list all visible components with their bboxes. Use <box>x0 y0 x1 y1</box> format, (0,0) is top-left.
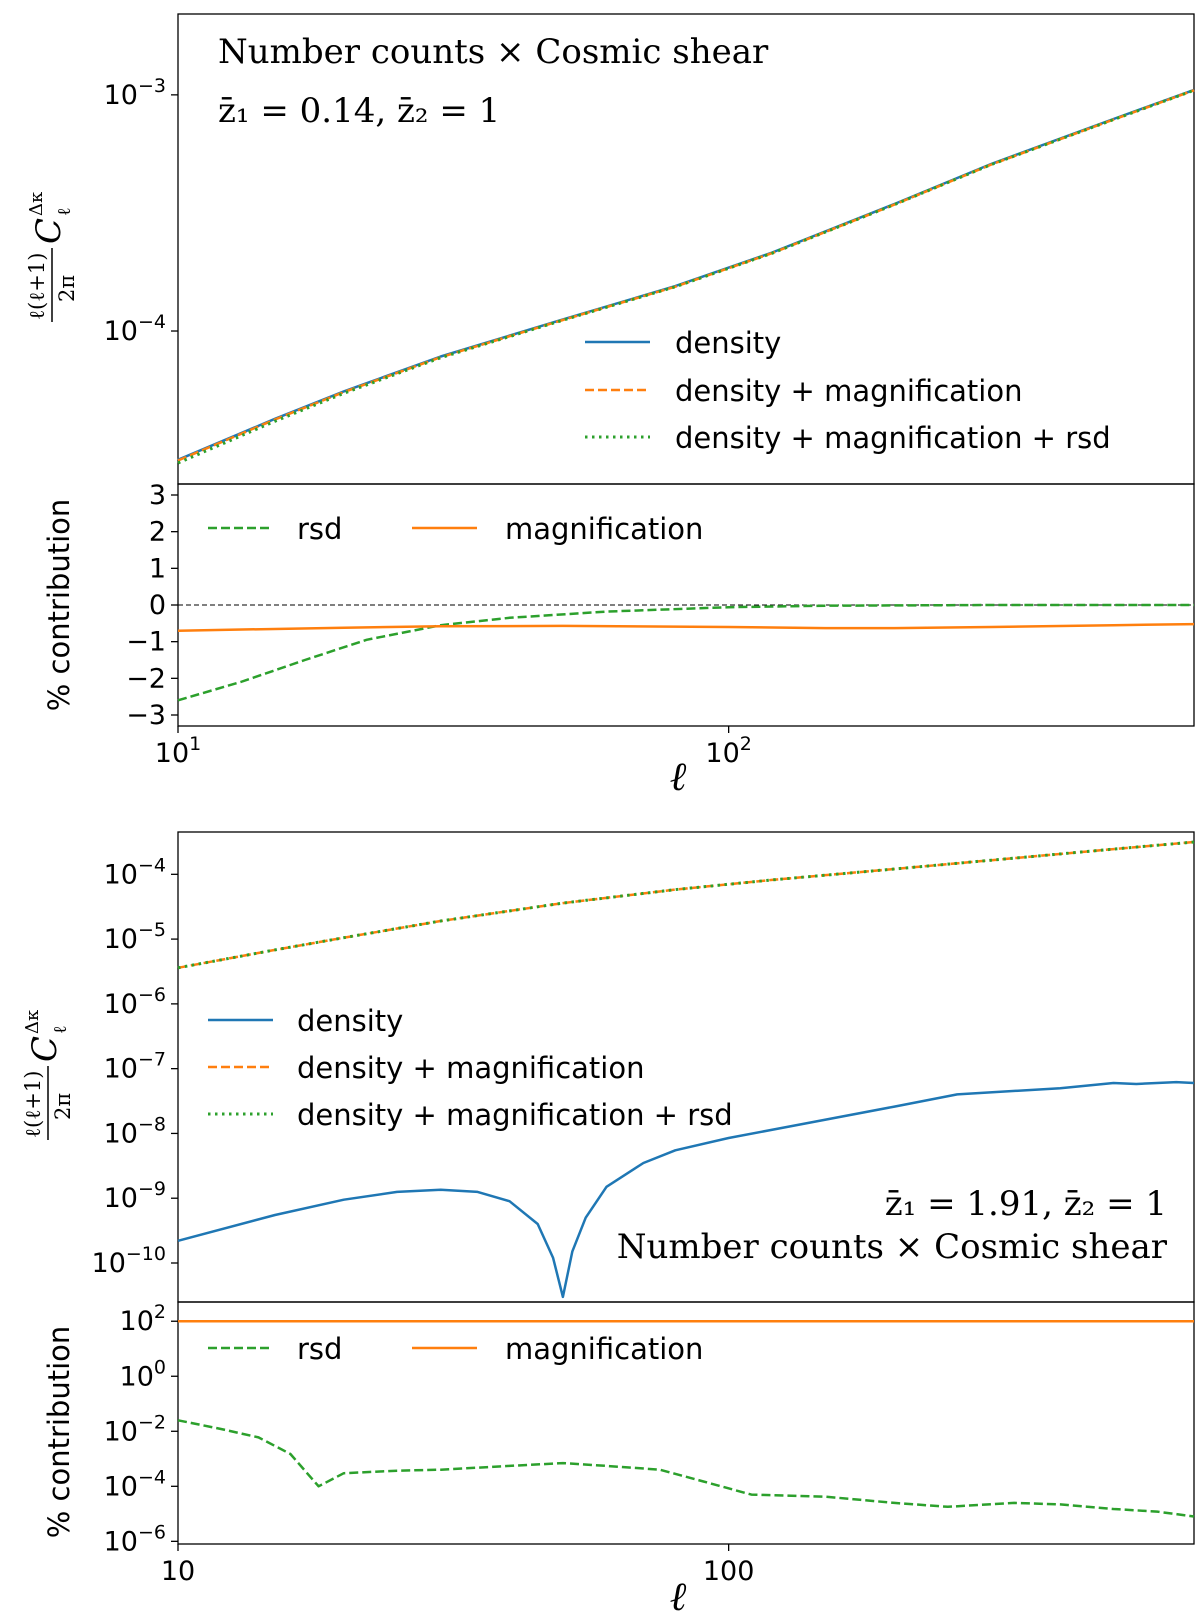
series-line-density <box>177 1080 1195 1299</box>
y-axis-label-symbol: C <box>25 1036 65 1062</box>
y-axis-label-denominator: 2π <box>51 1093 75 1120</box>
x-tick-label: 102 <box>705 733 751 769</box>
legend-label-density-magnification: density + magnification <box>675 374 1022 408</box>
x-tick-label: 10 <box>161 1556 195 1587</box>
series-line-rsd <box>177 1419 1195 1518</box>
series-line-rsd <box>177 603 1194 702</box>
annotation-line-2: Number counts × Cosmic shear <box>617 1227 1168 1267</box>
legend: rsd magnification <box>208 1332 703 1366</box>
x-axis-label: ℓ <box>670 1574 687 1620</box>
panel-top-ratio: 3 2 1 0 −1 −2 −3 101 102 rsd magnification % co… <box>42 480 1195 800</box>
panel-bottom-ratio: 102 100 10−2 10−4 10−6 10 100 rsd magnificati… <box>42 1301 1195 1620</box>
y-tick-label: 10−4 <box>104 311 166 347</box>
y-tick-label: 10−4 <box>104 1466 166 1502</box>
legend-label-density: density <box>297 1004 403 1038</box>
y-tick-label: −2 <box>126 663 166 694</box>
y-tick-label: 10−5 <box>104 919 166 955</box>
series-line-density-magnification-rsd <box>177 840 1195 970</box>
y-tick-label: 10−4 <box>104 854 166 890</box>
y-tick-label: 100 <box>120 1356 166 1392</box>
y-axis-label-subscript: ℓ <box>50 1025 71 1034</box>
x-tick-group: 10 100 <box>161 1544 755 1587</box>
series-group <box>177 840 1195 1299</box>
legend: density density + magnification density … <box>585 326 1111 455</box>
y-tick-label: −3 <box>126 700 166 731</box>
y-tick-label: 3 <box>149 480 166 511</box>
x-tick-label: 100 <box>703 1556 755 1587</box>
x-tick-group: 101 102 <box>155 726 752 769</box>
y-axis-label-numerator: ℓ(ℓ+1) <box>25 253 49 320</box>
plot-frame <box>177 1301 1195 1545</box>
y-axis-label-superscript: Δκ <box>26 191 47 216</box>
y-axis-label: % contribution <box>42 499 76 712</box>
legend-label-density: density <box>675 326 781 360</box>
series-group <box>177 1319 1195 1518</box>
y-tick-label: 10−6 <box>104 1521 166 1557</box>
y-axis-label: ℓ(ℓ+1) 2π C Δκ ℓ <box>25 191 79 322</box>
legend-label-magnification: magnification <box>505 1332 703 1366</box>
y-tick-label: −1 <box>126 627 166 658</box>
y-tick-label: 102 <box>120 1301 166 1337</box>
annotation-line-2: z̄₁ = 0.14, z̄₂ = 1 <box>218 91 500 131</box>
y-tick-label: 10−2 <box>104 1411 166 1447</box>
series-line-density-magnification-rsd <box>177 88 1195 465</box>
y-tick-label: 0 <box>149 590 166 621</box>
y-axis-label-superscript: Δκ <box>22 1009 43 1034</box>
x-tick-label: 101 <box>155 733 201 769</box>
y-tick-label: 2 <box>149 517 166 548</box>
legend-label-density-magnification-rsd: density + magnification + rsd <box>297 1098 733 1132</box>
panel-bottom-main: 10−4 10−5 10−6 10−7 10−8 10−9 10−10 z̄₁ = 1.91… <box>21 831 1195 1303</box>
plot-frame <box>177 13 1195 485</box>
y-tick-label: 10−6 <box>104 984 166 1020</box>
series-group <box>177 603 1195 702</box>
series-group <box>177 88 1195 465</box>
y-tick-group: 102 100 10−2 10−4 10−6 <box>104 1301 178 1557</box>
y-tick-group: 10−4 10−5 10−6 10−7 10−8 10−9 10−10 <box>92 854 178 1279</box>
legend-label-magnification: magnification <box>505 512 703 546</box>
y-axis-label: ℓ(ℓ+1) 2π C Δκ ℓ <box>21 1009 75 1140</box>
y-axis-label: % contribution <box>42 1326 76 1539</box>
y-tick-label: 10−10 <box>92 1243 166 1279</box>
y-tick-label: 10−9 <box>104 1178 166 1214</box>
y-tick-label: 10−8 <box>104 1113 166 1149</box>
x-axis-label: ℓ <box>670 754 687 800</box>
y-axis-label-symbol: C <box>29 218 69 244</box>
y-tick-label: 10−3 <box>104 75 166 111</box>
y-tick-group: 10−4 10−3 <box>104 75 178 347</box>
legend: density density + magnification density … <box>208 1004 733 1132</box>
y-axis-label-subscript: ℓ <box>54 207 75 216</box>
y-tick-group: 3 2 1 0 −1 −2 −3 <box>126 480 178 731</box>
y-axis-label-denominator: 2π <box>55 275 79 302</box>
series-line-magnification <box>177 622 1195 632</box>
legend-label-rsd: rsd <box>297 1332 342 1366</box>
legend-label-density-magnification: density + magnification <box>297 1051 644 1085</box>
y-tick-label: 10−7 <box>104 1049 166 1085</box>
panel-top-main: 10−4 10−3 Number counts × Cosmic shear z̄… <box>25 13 1195 485</box>
legend-label-rsd: rsd <box>297 512 342 546</box>
legend: rsd magnification <box>208 512 703 546</box>
y-tick-label: 1 <box>149 553 166 584</box>
y-axis-label-numerator: ℓ(ℓ+1) <box>21 1071 45 1138</box>
series-line-density-magnification <box>177 840 1195 970</box>
series-line-density-magnification <box>177 89 1195 462</box>
annotation-line-1: Number counts × Cosmic shear <box>218 32 769 72</box>
legend-label-density-magnification-rsd: density + magnification + rsd <box>675 421 1111 455</box>
annotation-line-1: z̄₁ = 1.91, z̄₂ = 1 <box>885 1184 1167 1224</box>
